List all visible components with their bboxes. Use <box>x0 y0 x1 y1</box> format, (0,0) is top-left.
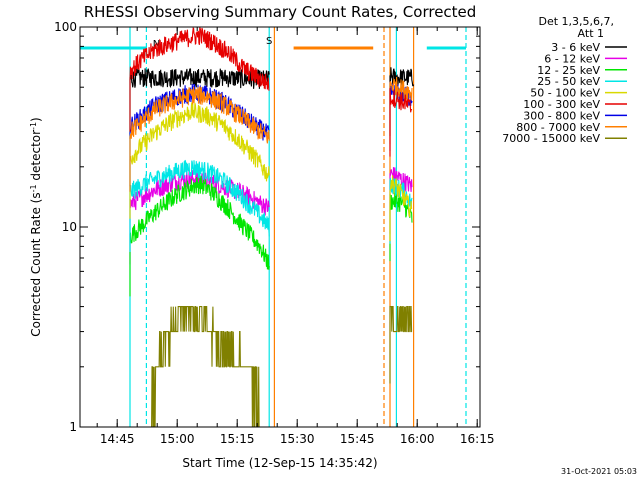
y-tick-label-1: 10 <box>62 220 77 234</box>
legend-label-8: 7000 - 15000 keV <box>502 132 600 145</box>
x-tick-label-5: 16:00 <box>400 432 435 446</box>
legend-label-6: 300 - 800 keV <box>523 109 600 122</box>
series-line-5-seg-1 <box>389 88 413 157</box>
series-line-4-seg-0 <box>129 102 270 219</box>
x-tick-label-4: 15:45 <box>340 432 375 446</box>
legend-label-0: 3 - 6 keV <box>551 41 600 54</box>
flag-label-n: N <box>153 39 160 50</box>
series-line-3-seg-0 <box>129 159 270 252</box>
chart-title: RHESSI Observing Summary Count Rates, Co… <box>84 3 477 21</box>
series-line-8-seg-1 <box>389 306 413 384</box>
legend-label-4: 50 - 100 keV <box>530 87 600 100</box>
legend-label-1: 6 - 12 keV <box>544 52 600 65</box>
x-axis: 14:45 15:00 15:15 15:30 15:45 16:00 16:15 <box>96 27 495 446</box>
legend-header-line-1: Det 1,3,5,6,7, <box>538 15 614 28</box>
x-tick-label-0: 14:45 <box>100 432 135 446</box>
y-tick-label-2: 100 <box>54 20 77 34</box>
legend-header-line-2: Att 1 <box>578 27 604 40</box>
series-layer <box>129 27 415 427</box>
y-axis-label: Corrected Count Rate (s-1 detector-1) <box>29 117 44 336</box>
series-line-1-seg-1 <box>389 167 413 234</box>
legend-label-3: 25 - 50 keV <box>537 75 600 88</box>
series-line-4-seg-1 <box>389 175 413 242</box>
flag-label-s: S <box>266 36 272 47</box>
x-tick-label-1: 15:00 <box>160 432 195 446</box>
series-line-0-seg-1 <box>389 67 415 136</box>
y-tick-label-0: 1 <box>69 420 77 434</box>
series-line-5-seg-0 <box>129 27 270 132</box>
y-axis: 1 10 100 <box>54 20 480 434</box>
legend-label-7: 800 - 7000 keV <box>516 121 600 134</box>
x-tick-label-6: 16:15 <box>460 432 495 446</box>
series-line-7-seg-0 <box>129 86 270 192</box>
series-line-7-seg-1 <box>389 76 413 144</box>
legend-label-5: 100 - 300 keV <box>523 98 600 111</box>
x-tick-label-2: 15:15 <box>220 432 255 446</box>
x-axis-label: Start Time (12-Sep-15 14:35:42) <box>182 456 377 470</box>
render-timestamp: 31-Oct-2021 05:03 <box>561 467 637 476</box>
series-line-8-seg-0 <box>147 306 260 427</box>
series-line-0-seg-0 <box>129 68 270 140</box>
legend-label-2: 12 - 25 keV <box>537 64 600 77</box>
series-line-2-seg-0 <box>129 175 270 297</box>
x-tick-label-3: 15:30 <box>280 432 315 446</box>
